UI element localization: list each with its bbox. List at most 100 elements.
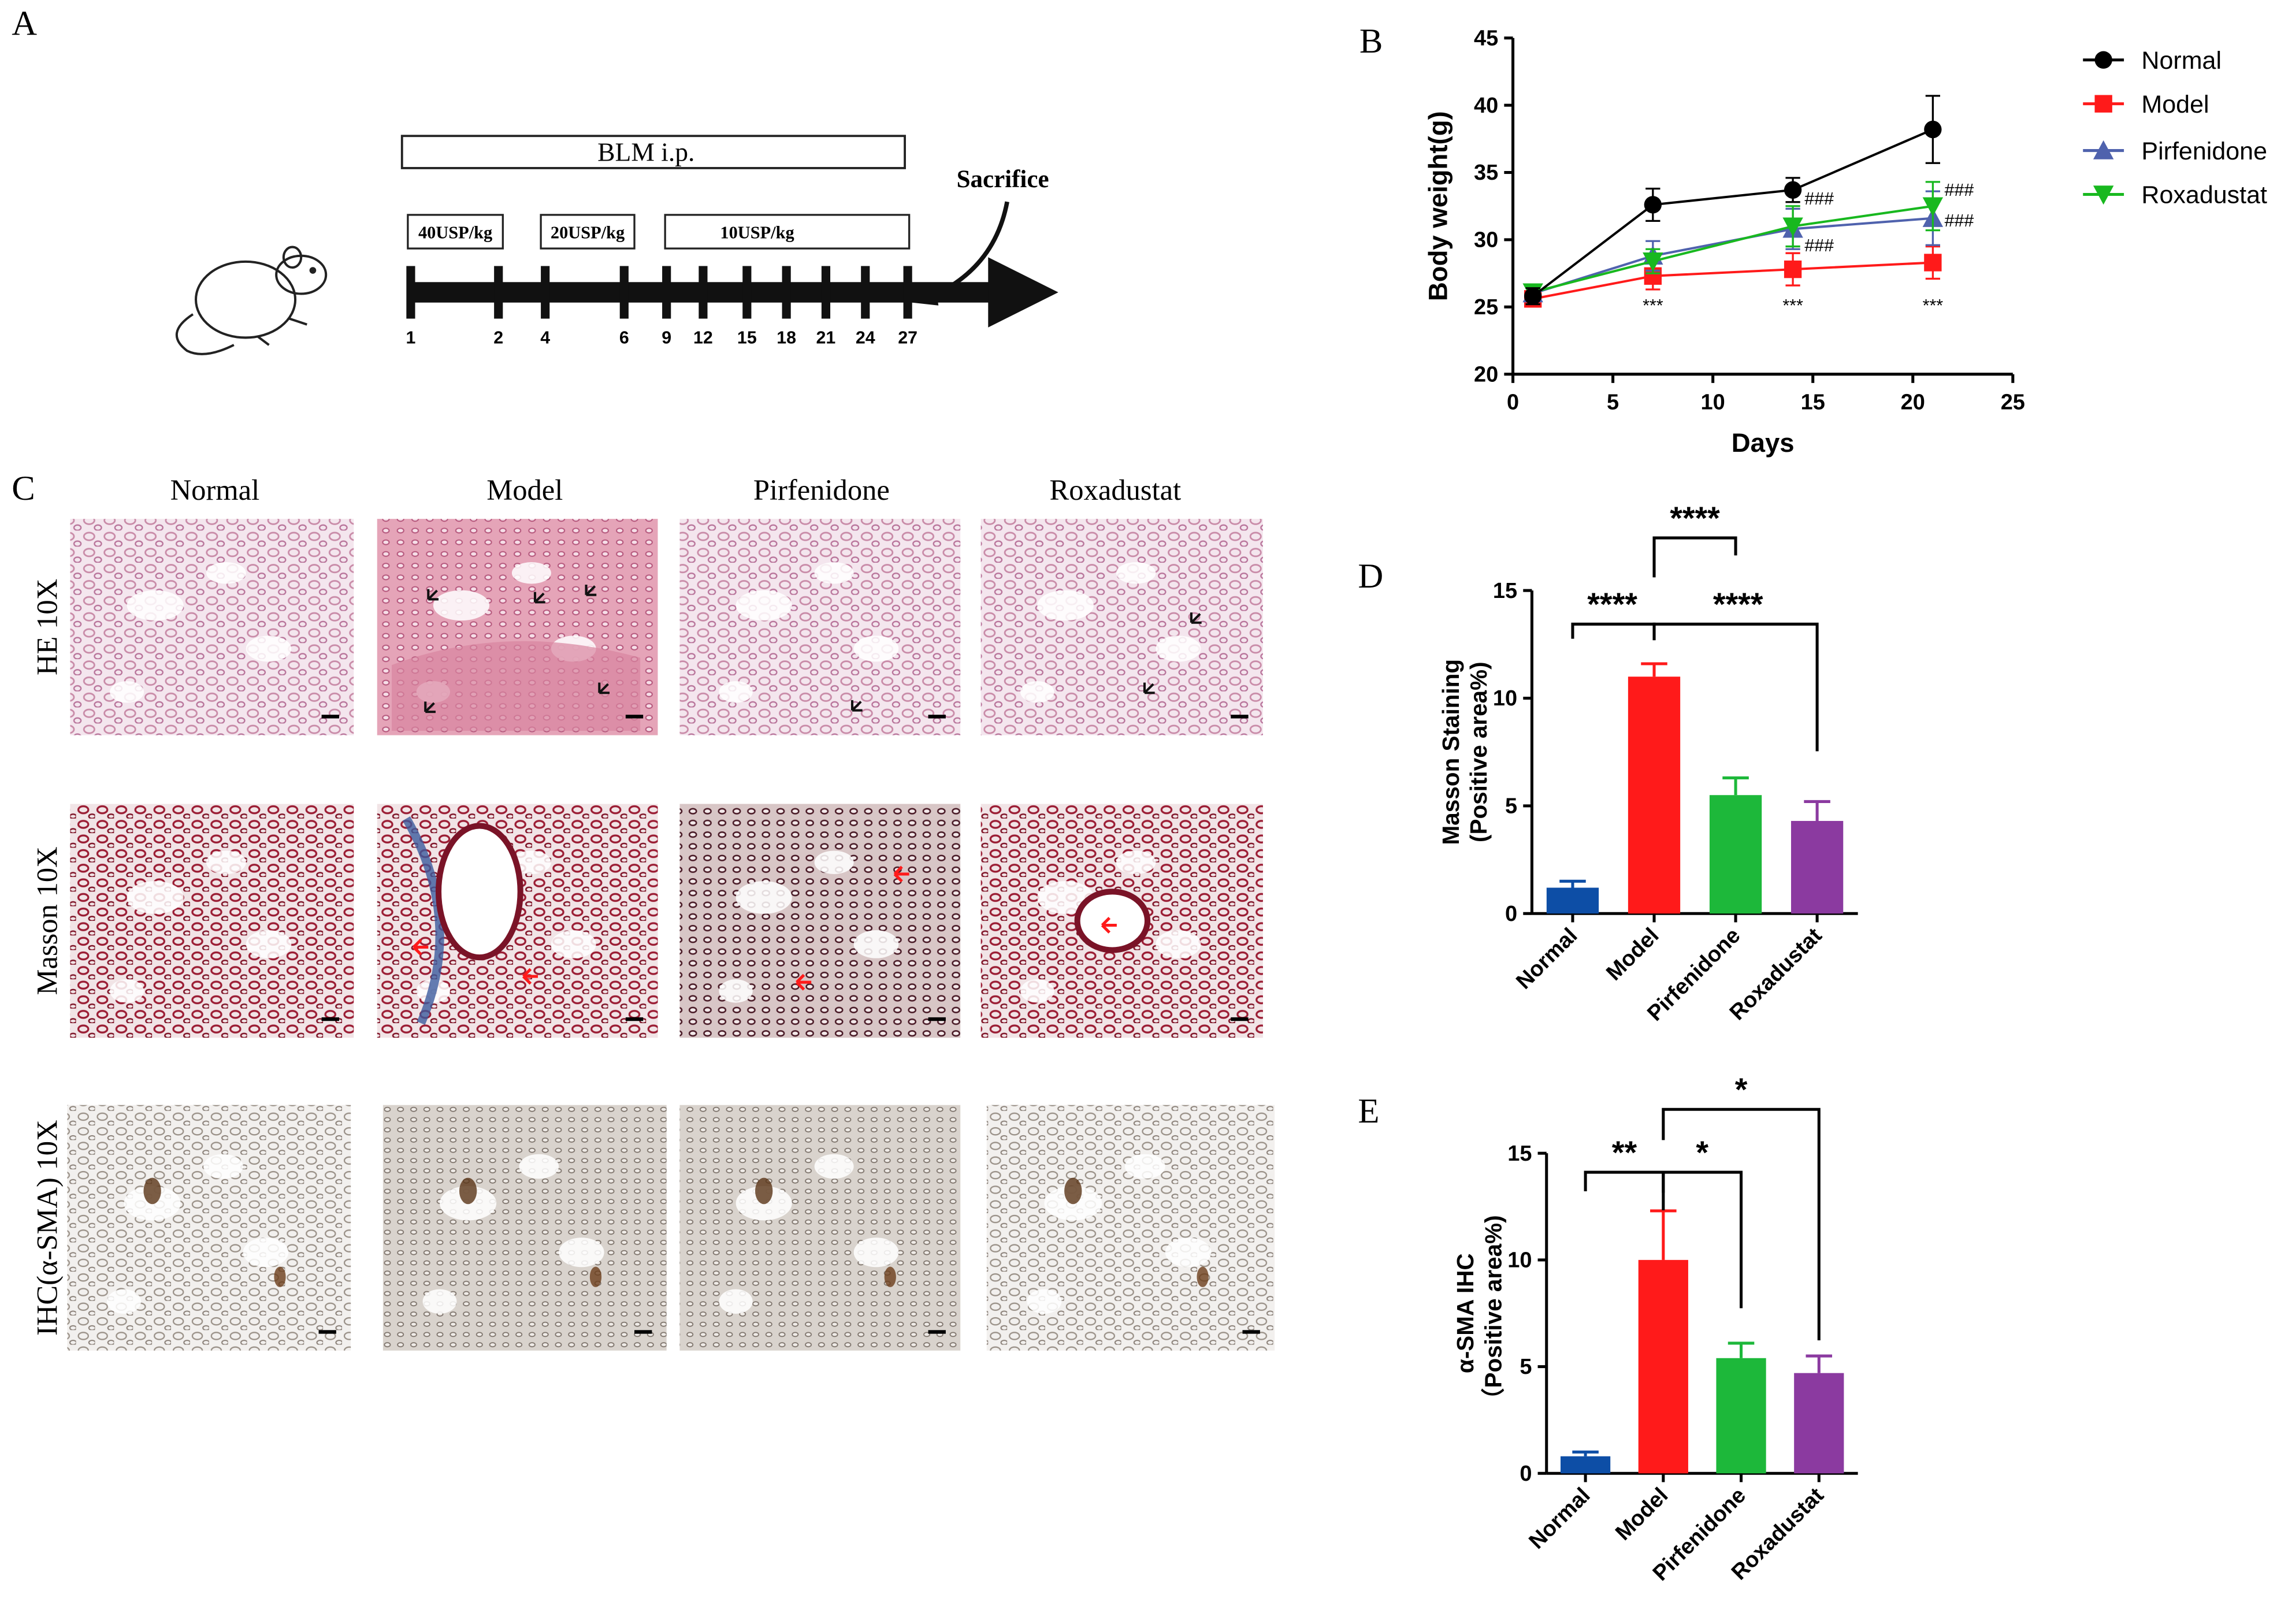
alveolar-space [246, 930, 292, 958]
day-label-4: 4 [540, 329, 550, 348]
day-label-6: 6 [619, 329, 629, 348]
scale-bar [318, 1330, 336, 1334]
y-tick-label: 25 [1474, 295, 1498, 319]
day-tick-18 [782, 266, 791, 319]
alveolar-space [735, 590, 792, 621]
mouse-icon [176, 246, 328, 355]
x-tick-label: 25 [2001, 390, 2025, 414]
bar-model [1638, 1259, 1688, 1474]
row-header: Masson 10X [31, 846, 64, 995]
arrow-annotation [1190, 612, 1202, 624]
y-tick-label: 0 [1505, 902, 1517, 926]
alveolar-space [814, 1154, 854, 1179]
alveolar-space [127, 881, 184, 914]
alveolar-space [1124, 1154, 1165, 1179]
scale-bar [1231, 715, 1249, 719]
alveolar-space [206, 850, 246, 874]
y-tick-label: 35 [1474, 161, 1498, 185]
scale-bar [928, 1017, 946, 1021]
positive-stain [1064, 1177, 1082, 1205]
dose-box-20 [540, 214, 636, 250]
y-axis-label-2: (Positive area%) [1465, 662, 1492, 842]
panel-label-c: C [12, 469, 35, 508]
arrow-annotation [424, 701, 436, 713]
alveolar-space [814, 850, 854, 874]
column-header-normal: Normal [170, 474, 260, 506]
y-tick-label: 0 [1520, 1462, 1532, 1486]
significance-label: **** [1713, 586, 1763, 622]
alveolar-space [853, 636, 899, 662]
arrow-annotation-red [893, 865, 909, 883]
significance-bracket [1662, 1170, 1743, 1309]
data-point-normal [1644, 196, 1662, 214]
y-tick-label: 15 [1493, 579, 1517, 603]
y-axis-label: α-SMA IHC [1452, 1253, 1479, 1373]
bar-model [1628, 677, 1681, 914]
legend-marker [2093, 140, 2114, 159]
significance-label: **** [1587, 586, 1637, 622]
bar-roxadustat [1790, 820, 1844, 914]
arrow-annotation-red [413, 939, 429, 956]
panel-label-d: D [1358, 557, 1383, 596]
positive-stain [274, 1266, 286, 1287]
significance-label: * [1696, 1135, 1708, 1170]
arrow-annotation [427, 589, 439, 601]
alveolar-space [511, 562, 551, 584]
day-tick-15 [742, 266, 752, 319]
alveolar-space [107, 1289, 141, 1314]
micrograph [382, 1105, 667, 1351]
sacrifice-label: Sacrifice [957, 166, 1049, 193]
panel-label-a: A [12, 5, 37, 43]
series-line-roxadustat [1532, 205, 1933, 293]
day-tick-9 [662, 266, 671, 319]
legend-marker [2094, 95, 2112, 113]
positive-stain [143, 1177, 161, 1205]
day-label-18: 18 [777, 329, 796, 348]
alveolar-space [511, 850, 551, 874]
y-tick-label: 10 [1507, 1248, 1532, 1273]
y-tick-label: 45 [1474, 26, 1498, 50]
day-label-21: 21 [816, 329, 836, 348]
alveolar-space [853, 930, 899, 958]
significance-label: ** [1612, 1135, 1637, 1170]
y-tick-label: 20 [1474, 362, 1498, 387]
day-label-24: 24 [856, 329, 875, 348]
day-tick-2 [494, 266, 503, 319]
arrow-annotation [585, 584, 597, 596]
legend-label-roxadustat: Roxadustat [2141, 181, 2267, 209]
x-tick-label: Normal [1524, 1483, 1595, 1554]
data-point-normal [1524, 287, 1542, 305]
legend-marker [2094, 51, 2112, 69]
day-tick-1 [406, 266, 415, 319]
alveolar-space [246, 636, 292, 662]
alveolar-space [853, 1237, 899, 1268]
alveolar-space [551, 930, 596, 958]
fibrotic-region [392, 641, 641, 731]
alveolar-space [719, 979, 753, 1003]
sig-model: *** [1782, 296, 1803, 315]
alveolar-space [433, 590, 490, 621]
x-tick-label: 0 [1507, 390, 1519, 414]
legend-label-model: Model [2141, 91, 2209, 118]
collagen-deposit [402, 816, 444, 1025]
micrograph [980, 519, 1263, 735]
day-label-15: 15 [737, 329, 757, 348]
day-label-9: 9 [662, 329, 671, 348]
y-axis-label: Masson Staining [1437, 659, 1464, 845]
legend-label-normal: Normal [2141, 47, 2222, 75]
data-point-normal [1924, 120, 1942, 139]
sig-model: *** [1923, 296, 1944, 315]
alveolar-space [1156, 930, 1201, 958]
data-point-normal [1784, 181, 1802, 199]
alveolar-space [559, 1237, 604, 1268]
alveolar-space [735, 881, 792, 914]
legend-marker [2093, 185, 2114, 205]
data-point-roxadustat [1643, 252, 1663, 272]
arrow-annotation [1143, 682, 1155, 694]
panel-c-grid: Normal Model Pirfenidone Roxadustat HE 10X Ma… [31, 474, 1275, 1351]
data-point-roxadustat [1782, 217, 1803, 237]
airway [435, 823, 523, 961]
y-tick-label: 15 [1507, 1142, 1532, 1166]
